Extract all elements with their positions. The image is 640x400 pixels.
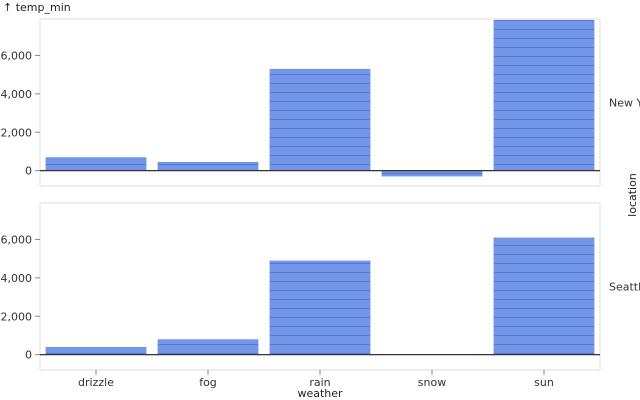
bar-sun [493, 19, 595, 171]
bar-sun [493, 237, 595, 355]
bar-rain [269, 68, 371, 171]
facet-label: New York [609, 97, 640, 110]
bar-rain [269, 260, 371, 355]
bar-snow [381, 170, 483, 177]
y-tick-label: 2,000 [1, 310, 33, 323]
facet-panels: 0 2,000 4,000 6,000 New York 0 2,000 4,000 6,000… [1, 18, 640, 389]
bar-drizzle [45, 157, 147, 171]
x-tick-label: snow [418, 376, 446, 389]
y-tick-label: 0 [25, 349, 32, 362]
y-tick-label: 2,000 [1, 126, 33, 139]
y-tick-label: 0 [25, 165, 32, 178]
facet-label: Seattle [609, 281, 640, 294]
x-tick-label: rain [309, 376, 330, 389]
y-tick-label: 4,000 [1, 272, 33, 285]
facet-axis-title: location [626, 173, 639, 217]
x-tick-label: sun [534, 376, 554, 389]
x-axis-title: weather [297, 387, 343, 400]
x-tick-label: fog [199, 376, 217, 389]
y-tick-label: 4,000 [1, 88, 33, 101]
bar-drizzle [45, 346, 147, 355]
y-tick-label: 6,000 [1, 233, 33, 246]
y-axis-title: ↑ temp_min [3, 1, 71, 14]
x-tick-label: drizzle [78, 376, 114, 389]
bar-fog [157, 339, 259, 355]
y-tick-label: 6,000 [1, 49, 33, 62]
bar-fog [157, 162, 259, 171]
